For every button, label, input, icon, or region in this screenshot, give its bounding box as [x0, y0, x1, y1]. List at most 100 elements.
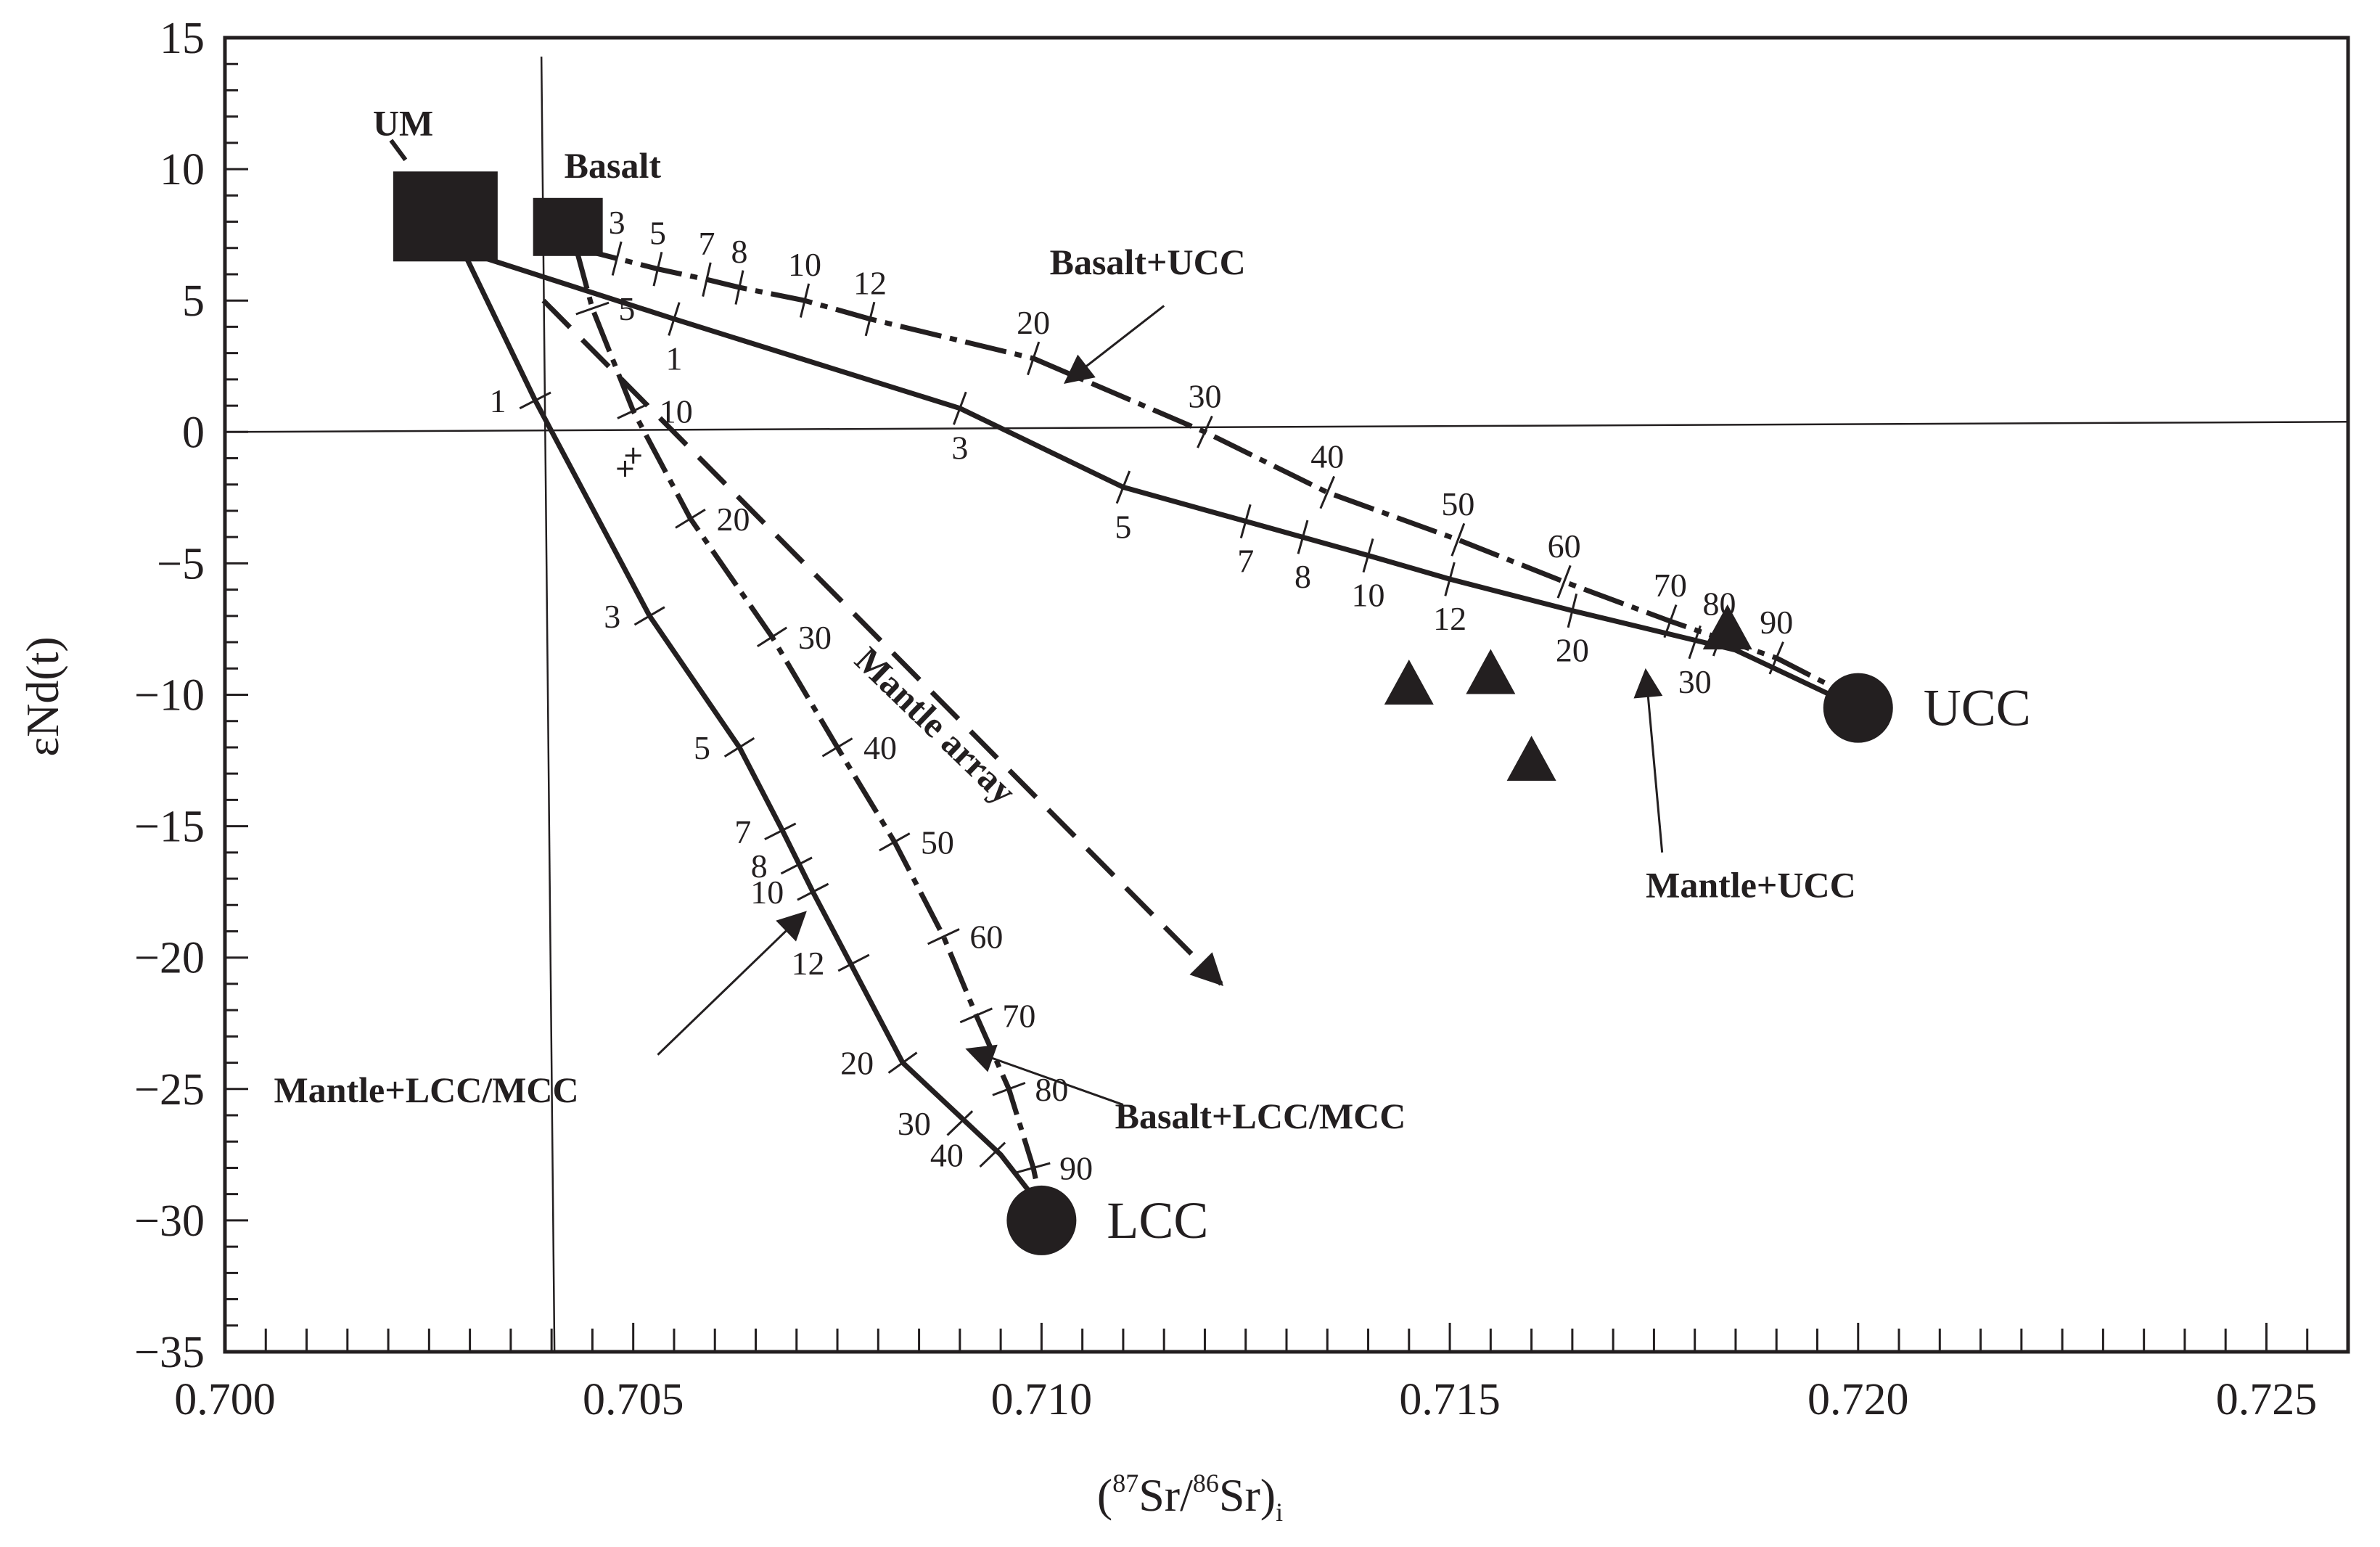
basalt-lcc-mcc-tick-mark — [575, 301, 610, 316]
mantle-lcc-mcc-tick-label: 40 — [930, 1136, 964, 1173]
mantle-ucc-tick-label: 1 — [665, 340, 682, 377]
basalt-lcc-mcc-tick-label: 70 — [1002, 997, 1035, 1034]
mantle-ucc-tick-label: 20 — [1556, 632, 1589, 669]
basalt-ucc-tick-mark — [702, 262, 712, 297]
y-tick-label: 15 — [160, 14, 205, 63]
y-tick-label: −20 — [134, 934, 205, 983]
mantle-ucc-tick-mark — [668, 302, 681, 336]
mantle-lcc-mcc-tick-label: 3 — [604, 598, 620, 635]
basalt-ucc-tick-label: 50 — [1441, 485, 1474, 522]
basalt-ucc-tick-label: 20 — [1017, 304, 1050, 341]
mantle-lcc-mcc-tick-label: 20 — [840, 1045, 874, 1082]
basalt-lcc-mcc-tick-label: 30 — [798, 619, 832, 656]
mantle-lcc-mcc-tick-mark — [519, 391, 551, 410]
x-tick-label: 0.700 — [174, 1375, 276, 1424]
basalt-label: Basalt — [565, 145, 662, 186]
mantle-lcc-mcc-tick-mark — [764, 822, 797, 841]
basalt-ucc-tick-mark — [1556, 565, 1572, 599]
y-tick-label: −35 — [134, 1328, 205, 1377]
mantle-lcc-mcc-tick-label: 1 — [490, 382, 506, 419]
y-tick-label: −5 — [157, 539, 205, 588]
basalt-ucc-annotation-arrow — [1063, 305, 1165, 384]
basalt-lcc-mcc-annotation-arrow — [965, 1044, 1124, 1106]
basalt-ucc-tick-mark — [652, 252, 663, 287]
mantle-ucc-tick-mark — [1688, 625, 1702, 660]
mantle-ucc-tick-label: 12 — [1433, 600, 1466, 637]
basalt-ucc-tick-mark — [611, 241, 623, 276]
mantle-lcc-mcc-tick-label: 10 — [750, 874, 784, 911]
basalt-ucc-tick-mark — [1027, 341, 1041, 376]
basalt-lcc-mcc-tick-mark — [821, 737, 853, 758]
lcc-label: LCC — [1107, 1191, 1208, 1250]
basalt-lcc-mcc-tick-mark — [992, 1081, 1026, 1096]
mantle-ucc-tick-mark — [1239, 504, 1252, 538]
basalt-ucc-tick-label: 30 — [1188, 377, 1221, 414]
mantle-ucc-tick-label: 3 — [951, 430, 968, 467]
mantle-lcc-mcc-tick-mark — [887, 1051, 918, 1074]
lcc-marker — [1006, 1185, 1077, 1255]
um-marker — [393, 171, 498, 262]
basalt-ucc-tick-label: 10 — [788, 246, 821, 283]
mantle-ucc-tick-label: 7 — [1237, 542, 1254, 579]
basalt-ucc-tick-label: 90 — [1760, 604, 1793, 641]
x-axis-title: (87Sr/86Sr)i — [1097, 1469, 1283, 1527]
basalt-lcc-mcc-tick-label: 50 — [921, 824, 954, 861]
basalt-lcc-mcc-annotation-label: Basalt+LCC/MCC — [1115, 1096, 1406, 1136]
annotation-arrows: Mantle array Basalt+UCC Mantle+UCC Mantle+L… — [274, 242, 1856, 1136]
basalt-ucc-tick-mark — [799, 283, 811, 318]
mantle-lcc-mcc-tick-mark — [837, 953, 870, 972]
y-tick-label: −15 — [134, 803, 205, 852]
basalt-lcc-mcc-tick-label: 60 — [969, 919, 1003, 956]
um-label: UM — [373, 102, 433, 143]
mantle-array-arrow — [541, 298, 1224, 987]
mantle-lcc-mcc-tick-mark — [797, 882, 829, 901]
mantle-lcc-mcc-tick-label: 5 — [694, 729, 710, 766]
triangle-sample — [1506, 736, 1556, 781]
triangle-sample — [1466, 649, 1516, 694]
mantle-lcc-mcc-tick-label: 12 — [792, 945, 825, 982]
mantle-lcc-mcc-annotation-label: Mantle+LCC/MCC — [274, 1070, 579, 1110]
mantle-lcc-mcc-tick-label: 7 — [734, 813, 751, 850]
sr-reference-line — [540, 56, 556, 1353]
mantle-lcc-mcc-tick-mark — [633, 606, 665, 626]
mantle-ucc-tick-mark — [953, 391, 967, 425]
basalt-lcc-mcc-tick-mark — [757, 626, 788, 648]
basalt-lcc-mcc-tick-mark — [879, 832, 911, 852]
basalt-marker — [533, 197, 603, 256]
basalt-lcc-mcc-tick-label: 90 — [1059, 1149, 1093, 1186]
reference-lines — [224, 56, 2349, 1353]
basalt-ucc-tick-label: 70 — [1654, 567, 1687, 604]
mantle-ucc-tick-mark — [1115, 470, 1131, 504]
basalt-ucc-tick-mark — [1319, 475, 1336, 509]
basalt-lcc-mcc-tick-mark — [675, 508, 706, 529]
x-tick-label: 0.710 — [991, 1375, 1093, 1424]
basalt-ucc-tick-label: 5 — [649, 215, 666, 252]
basalt-ucc-tick-label: 60 — [1548, 528, 1581, 565]
mantle-lcc-mcc-tick-mark — [979, 1141, 1006, 1168]
mantle-ucc-annotation-label: Mantle+UCC — [1646, 864, 1856, 905]
y-tick-label: 5 — [182, 276, 205, 326]
y-tick-label: −30 — [134, 1197, 205, 1246]
y-axis-title: εNd(t) — [17, 636, 68, 757]
x-tick-label: 0.715 — [1399, 1375, 1501, 1424]
mantle-ucc-tick-label: 30 — [1678, 663, 1712, 700]
mantle-lcc-mcc-curve — [459, 247, 1044, 1209]
basalt-ucc-tick-mark — [1197, 415, 1213, 448]
um-leader — [389, 139, 408, 162]
mantle-lcc-mcc-tick-label: 8 — [751, 848, 768, 885]
y-tick-label: 0 — [182, 408, 205, 457]
cross-sample — [617, 461, 633, 477]
basalt-ucc-tick-label: 3 — [609, 204, 625, 241]
y-tick-label: −25 — [134, 1065, 205, 1115]
mantle-ucc-tick-mark — [1444, 562, 1456, 596]
triangle-sample — [1702, 604, 1752, 649]
mantle-ucc-tick-mark — [1362, 538, 1374, 573]
mantle-ucc-annotation-arrow — [1633, 668, 1664, 853]
basalt-ucc-tick-mark — [864, 301, 876, 337]
basalt-ucc-tick-mark — [1450, 522, 1466, 557]
ucc-label: UCC — [1924, 679, 2031, 737]
basalt-lcc-mcc-curve — [573, 247, 1044, 1208]
basalt-ucc-tick-label: 12 — [853, 265, 887, 302]
mantle-lcc-mcc-tick-mark — [780, 856, 813, 875]
